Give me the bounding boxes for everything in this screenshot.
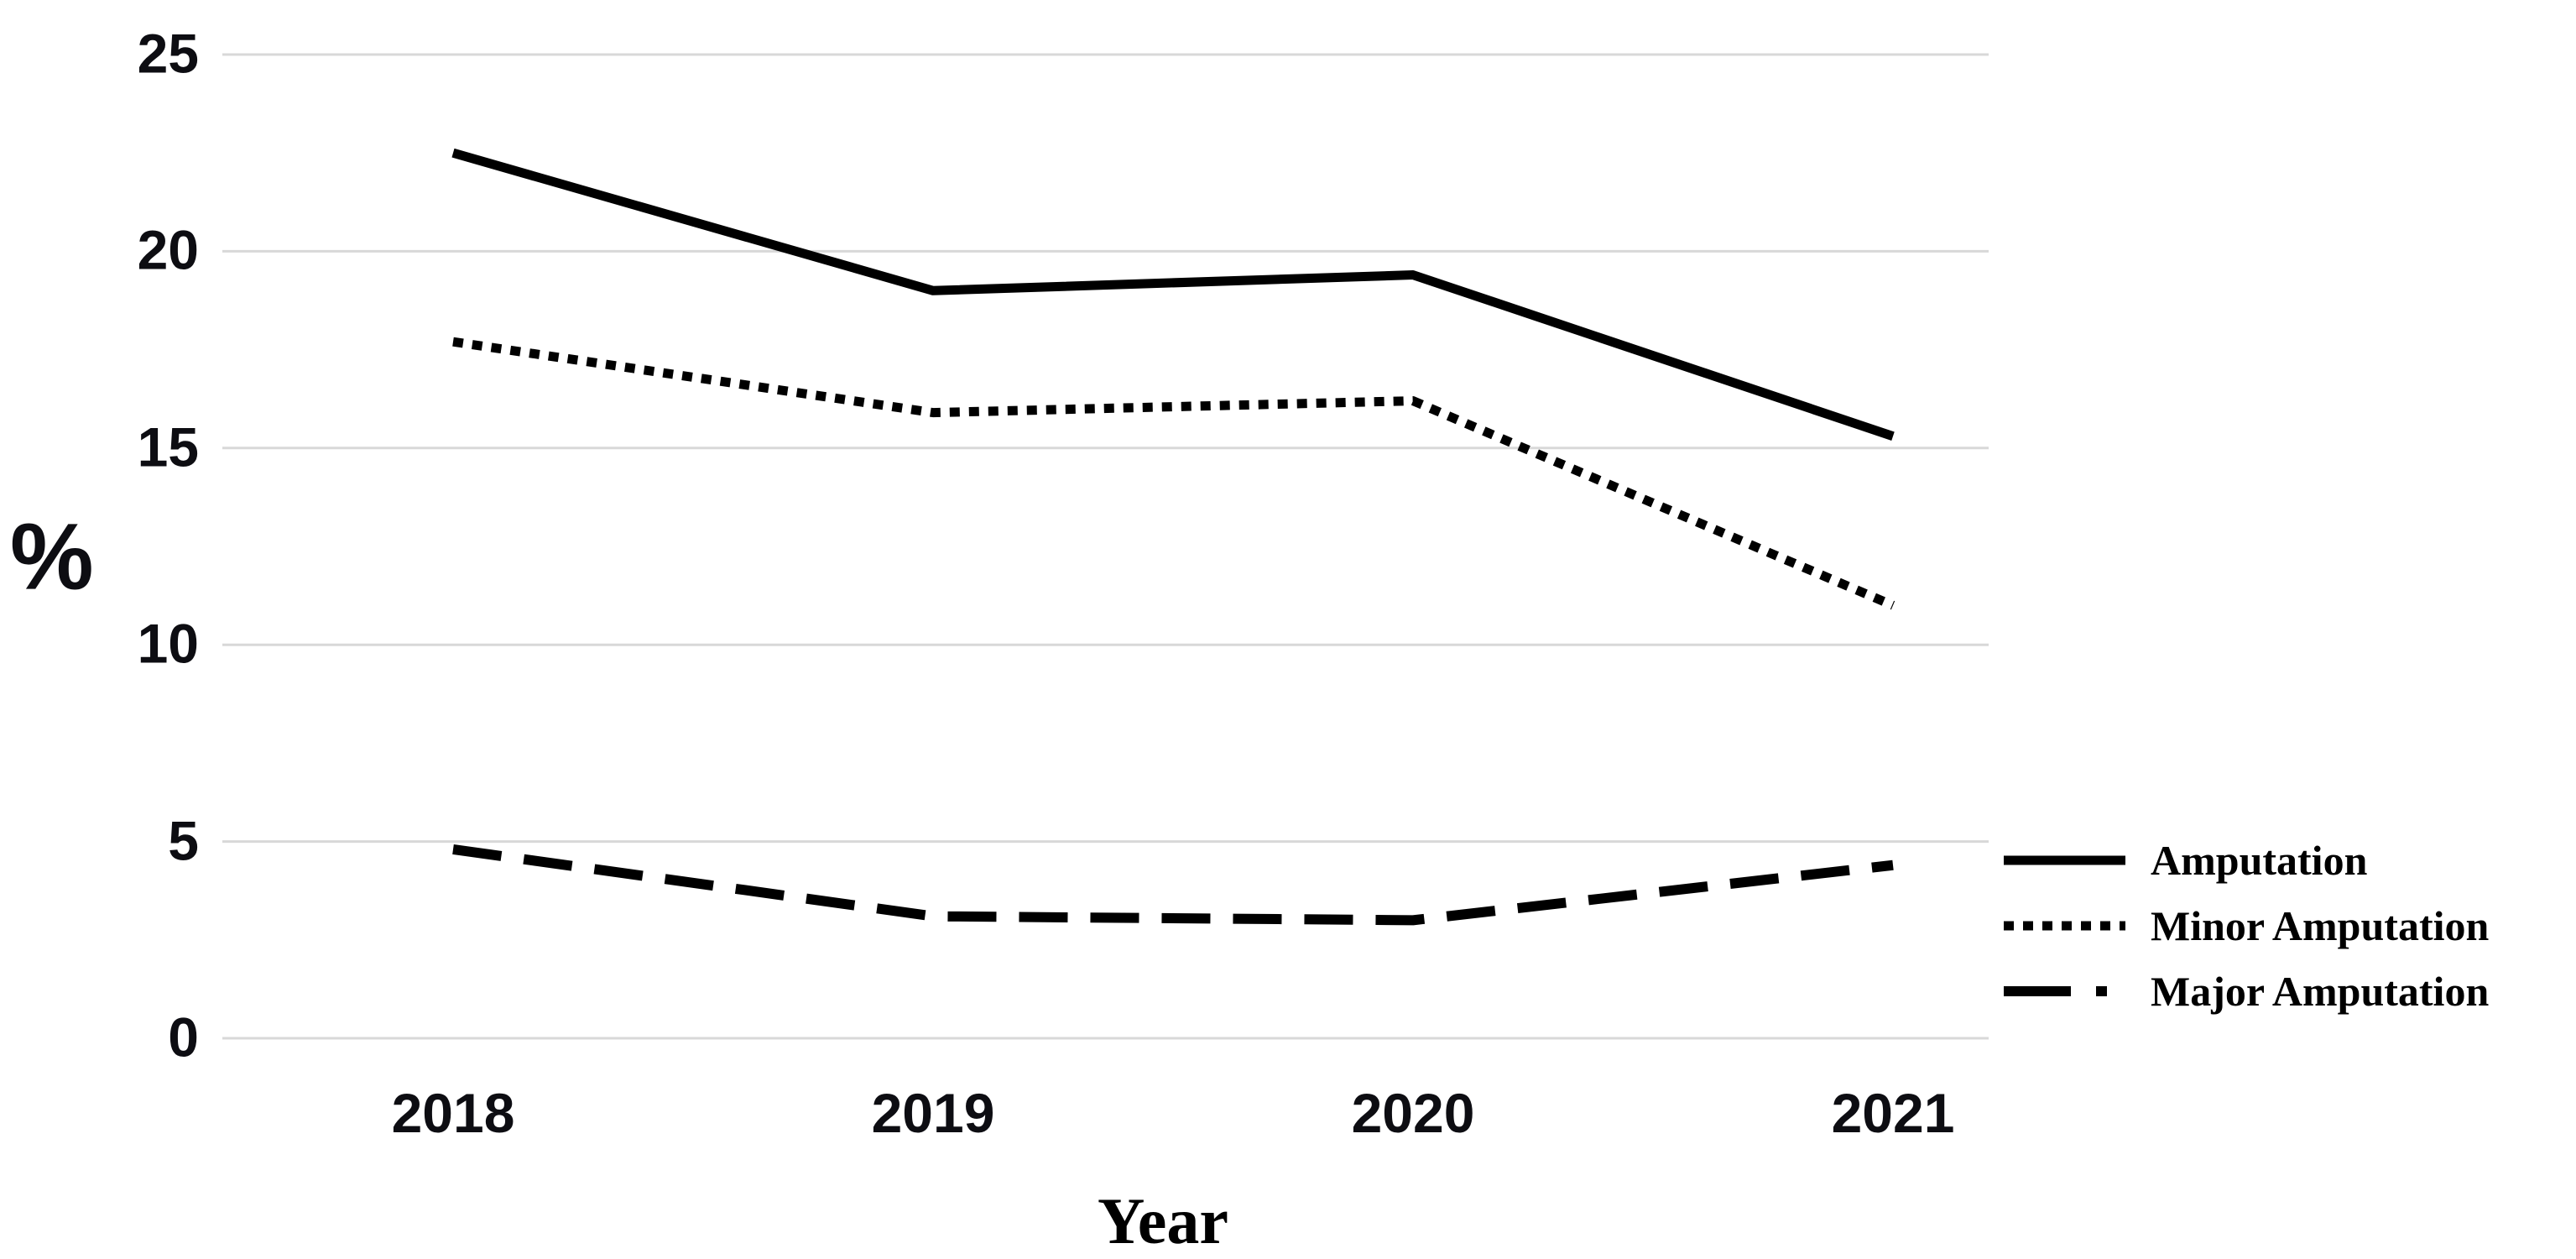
legend-item-minor-amputation: Minor Amputation: [2004, 893, 2489, 959]
x-axis-title: Year: [1098, 1184, 1228, 1257]
y-tick-label-25: 25: [137, 22, 199, 85]
chart-legend: Amputation Minor Amputation Major Amputati…: [2004, 828, 2489, 1024]
x-tick-label-2020: 2020: [1351, 1082, 1475, 1144]
legend-swatch-solid-line-icon: [2004, 855, 2125, 865]
y-tick-label-0: 0: [168, 1006, 199, 1068]
y-tick-label-20: 20: [137, 219, 199, 282]
legend-label: Major Amputation: [2151, 968, 2490, 1015]
series-line-minor-amputation: [452, 337, 1895, 610]
x-tick-label-2019: 2019: [871, 1082, 995, 1144]
y-tick-label-10: 10: [137, 612, 199, 675]
series-line-major-amputation: [452, 844, 1894, 926]
legend-label: Amputation: [2151, 837, 2368, 884]
y-axis-title: %: [10, 504, 94, 609]
legend-swatch-dotted-line-icon: [2004, 921, 2125, 931]
x-tick-label-2021: 2021: [1831, 1082, 1955, 1144]
y-tick-label-15: 15: [137, 415, 199, 478]
y-tick-label-5: 5: [168, 809, 199, 872]
legend-swatch-long-dash-line-icon: [2004, 986, 2125, 996]
x-tick-label-2018: 2018: [391, 1082, 515, 1144]
series-line-amputation: [451, 148, 1895, 441]
legend-label: Minor Amputation: [2151, 902, 2490, 949]
legend-item-major-amputation: Major Amputation: [2004, 959, 2489, 1024]
legend-item-amputation: Amputation: [2004, 828, 2489, 893]
